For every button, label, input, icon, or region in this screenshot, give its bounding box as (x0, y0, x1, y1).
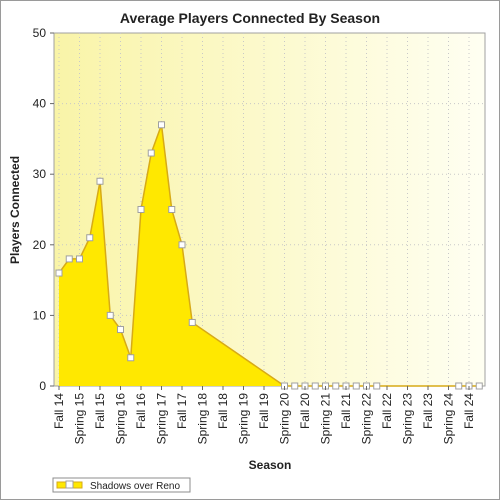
data-point (188, 318, 196, 326)
x-tick-label: Spring 19 (237, 393, 251, 445)
x-tick-label: Fall 21 (339, 393, 353, 429)
legend-label: Shadows over Reno (90, 481, 180, 492)
x-tick-label: Fall 24 (462, 393, 476, 429)
x-tick-label: Fall 15 (93, 393, 107, 429)
x-tick-label: Spring 15 (73, 393, 87, 445)
plot-area (53, 32, 486, 387)
chart-title: Average Players Connected By Season (120, 10, 380, 26)
legend-box (52, 477, 191, 493)
data-point (158, 121, 165, 129)
data-point (373, 382, 381, 390)
legend: Shadows over Reno (52, 477, 191, 493)
x-tick-label: Fall 16 (134, 393, 148, 429)
data-point (178, 241, 186, 249)
data-point (311, 382, 319, 390)
y-tick-label: 20 (33, 238, 47, 252)
data-point (291, 382, 299, 390)
data-point (168, 206, 176, 213)
x-tick-label: Spring 20 (278, 393, 292, 445)
y-tick-label: 50 (33, 26, 47, 40)
data-point (76, 255, 83, 263)
x-tick-label: Fall 19 (257, 393, 271, 429)
x-tick-label: Fall 20 (298, 393, 312, 429)
data-point (55, 269, 63, 277)
data-point (86, 234, 94, 242)
y-tick-label: 10 (33, 308, 47, 322)
x-axis-title: Season (249, 458, 292, 472)
x-tick-label: Fall 14 (52, 393, 66, 429)
data-point (475, 382, 483, 390)
x-tick-label: Spring 17 (155, 393, 169, 445)
data-point (96, 177, 104, 185)
x-tick-label: Spring 23 (401, 393, 415, 445)
y-axis-title: Players Connected (8, 156, 22, 264)
x-tick-label: Fall 23 (421, 393, 435, 429)
data-point (127, 354, 135, 362)
data-point (106, 311, 114, 319)
x-tick-label: Spring 24 (442, 393, 456, 445)
x-tick-label: Spring 16 (114, 393, 128, 445)
x-tick-label: Spring 21 (319, 393, 333, 445)
data-point (332, 382, 340, 390)
x-tick-label: Fall 18 (216, 393, 230, 429)
data-point (352, 382, 360, 390)
y-axis: 0 10 20 30 40 50 (33, 26, 54, 393)
data-point (147, 149, 155, 157)
data-point (117, 326, 124, 334)
x-tick-label: Fall 22 (380, 393, 394, 429)
y-tick-label: 0 (39, 379, 46, 393)
x-tick-label: Spring 18 (196, 393, 210, 445)
series-area-fill (59, 124, 480, 386)
data-point (137, 206, 145, 213)
x-tick-label: Fall 17 (175, 393, 189, 429)
y-tick-label: 30 (33, 167, 47, 181)
data-point (65, 255, 73, 263)
x-axis: Fall 14 Spring 15 Fall 15 Spring 16 Fall 16 S… (52, 386, 476, 444)
data-point (455, 382, 463, 390)
legend-marker (65, 480, 74, 489)
x-tick-label: Spring 22 (360, 393, 374, 445)
y-tick-label: 40 (33, 97, 47, 111)
